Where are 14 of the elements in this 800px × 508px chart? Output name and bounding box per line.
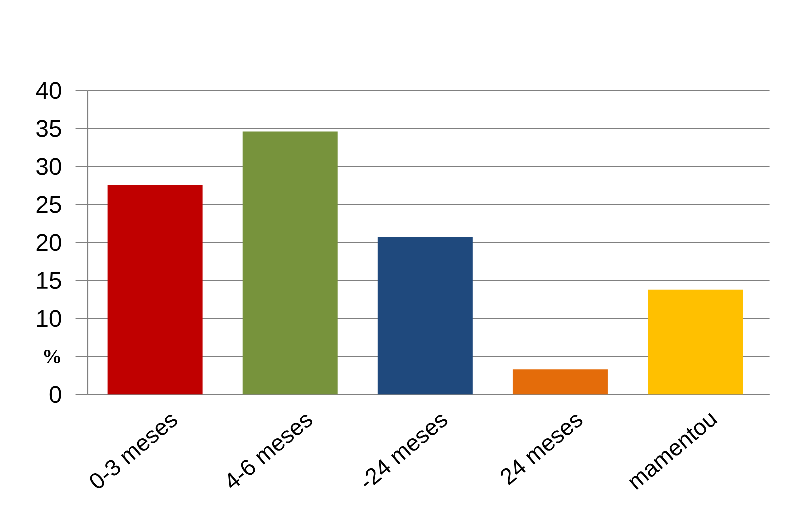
y-tick-label: 15 — [38, 272, 62, 290]
y-axis-title: % — [44, 350, 60, 364]
bar — [512, 370, 608, 395]
y-tick-label: 10 — [38, 310, 62, 328]
y-tick-label: 40 — [36, 82, 62, 100]
y-tick-label: 25 — [36, 196, 62, 214]
bar — [242, 132, 338, 395]
bar — [378, 237, 473, 395]
bar — [648, 290, 744, 395]
y-tick-label: 30 — [36, 158, 62, 176]
y-tick-label: 0 — [50, 386, 62, 404]
y-tick-label: 20 — [36, 234, 62, 252]
y-tick-label: 35 — [36, 120, 62, 138]
bar — [108, 184, 203, 395]
